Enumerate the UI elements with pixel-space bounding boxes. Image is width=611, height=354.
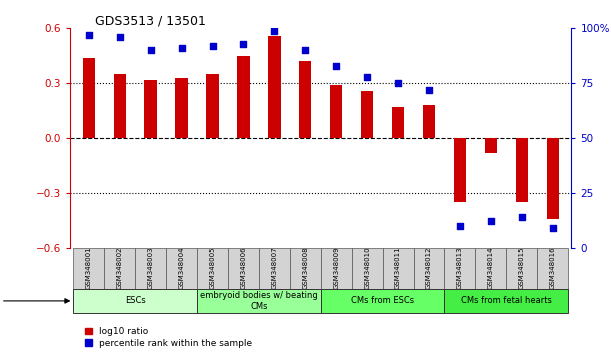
Point [455, 223, 465, 229]
Text: GSM348011: GSM348011 [395, 247, 401, 290]
Bar [73, 289, 197, 313]
Bar [507, 248, 537, 289]
Text: GSM348005: GSM348005 [210, 247, 216, 290]
Text: GDS3513 / 13501: GDS3513 / 13501 [95, 14, 206, 27]
Bar [537, 248, 568, 289]
Bar [330, 85, 342, 138]
Legend: log10 ratio, percentile rank within the sample: log10 ratio, percentile rank within the … [85, 327, 252, 348]
Bar [207, 74, 219, 138]
Bar [104, 248, 135, 289]
Point [238, 41, 248, 46]
Bar [197, 289, 321, 313]
Bar [144, 80, 157, 138]
Bar [175, 78, 188, 138]
Text: GSM348008: GSM348008 [302, 247, 309, 290]
Text: GSM348010: GSM348010 [364, 247, 370, 290]
Point [331, 63, 341, 68]
Point [301, 47, 310, 53]
Bar [166, 248, 197, 289]
Point [362, 74, 372, 79]
Bar [382, 248, 414, 289]
Text: embryoid bodies w/ beating
CMs: embryoid bodies w/ beating CMs [200, 291, 318, 310]
Text: GSM348012: GSM348012 [426, 247, 432, 290]
Text: GSM348014: GSM348014 [488, 247, 494, 290]
Bar [516, 138, 528, 202]
Point [517, 214, 527, 220]
Point [548, 225, 558, 231]
Bar [361, 91, 373, 138]
Bar [321, 248, 352, 289]
Point [177, 45, 186, 51]
Point [208, 43, 218, 49]
Bar [135, 248, 166, 289]
Point [84, 32, 93, 38]
Bar [268, 36, 280, 138]
Bar [454, 138, 466, 202]
Text: cell type: cell type [0, 296, 69, 306]
Text: GSM348015: GSM348015 [519, 247, 525, 290]
Bar [259, 248, 290, 289]
Text: CMs from ESCs: CMs from ESCs [351, 296, 414, 306]
Bar [352, 248, 382, 289]
Point [146, 47, 156, 53]
Text: GSM348002: GSM348002 [117, 247, 123, 290]
Point [269, 28, 279, 33]
Bar [444, 289, 568, 313]
Bar [423, 105, 435, 138]
Text: GSM348013: GSM348013 [457, 247, 463, 290]
Text: GSM348007: GSM348007 [271, 247, 277, 290]
Text: GSM348003: GSM348003 [148, 247, 154, 290]
Bar [82, 58, 95, 138]
Bar [237, 56, 250, 138]
Text: CMs from fetal hearts: CMs from fetal hearts [461, 296, 552, 306]
Point [424, 87, 434, 93]
Bar [444, 248, 475, 289]
Text: GSM348009: GSM348009 [333, 247, 339, 290]
Bar [228, 248, 259, 289]
Point [486, 219, 496, 224]
Bar [197, 248, 228, 289]
Bar [299, 61, 312, 138]
Text: GSM348006: GSM348006 [241, 247, 246, 290]
Bar [547, 138, 559, 218]
Bar [73, 248, 104, 289]
Text: GSM348001: GSM348001 [86, 247, 92, 290]
Bar [485, 138, 497, 153]
Bar [475, 248, 507, 289]
Bar [321, 289, 444, 313]
Point [393, 80, 403, 86]
Text: ESCs: ESCs [125, 296, 145, 306]
Bar [392, 107, 404, 138]
Bar [114, 74, 126, 138]
Bar [414, 248, 444, 289]
Point [115, 34, 125, 40]
Text: GSM348004: GSM348004 [178, 247, 185, 290]
Text: GSM348016: GSM348016 [550, 247, 556, 290]
Bar [290, 248, 321, 289]
